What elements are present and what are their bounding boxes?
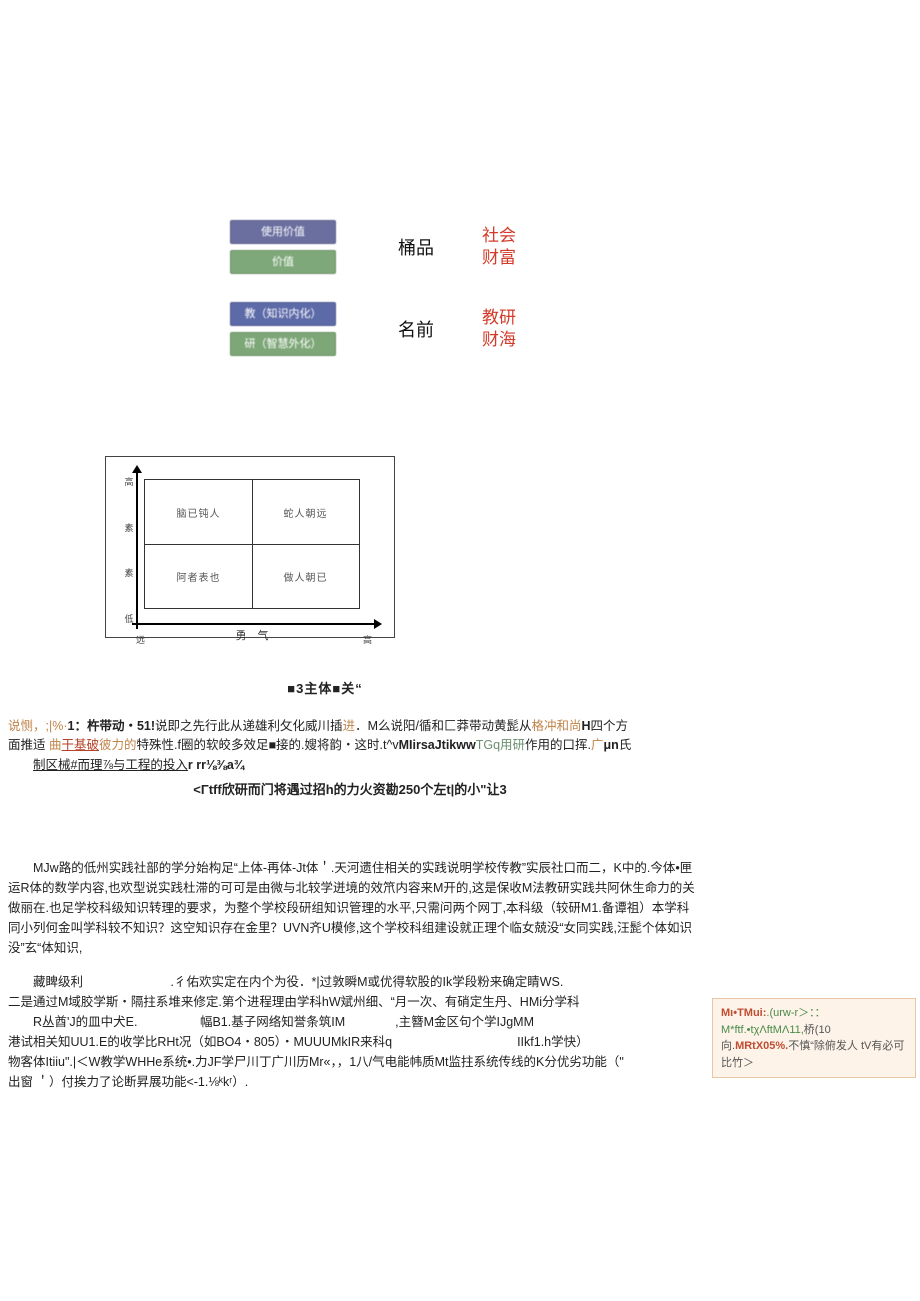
text: ．M么说阳/循和匚莽带动黄髭从 [355,719,531,733]
y-label: 低 [122,612,136,625]
paragraph-block-1: 说恻，;|%·1：杵带动・51!说即之先行此从递雄利攵化威川插进．M么说阳/循和… [0,717,700,775]
para3-line: 二是通过M域胶学斯・隔拄系堆来修定.第个进程理由学科hW斌州细、“月一次、有硝定… [8,992,700,1012]
text: 四个方 [591,719,629,733]
text: MIirsaJtikww [399,738,476,752]
para3-line: 物客体Itiiu".|＜W教学WHHe系统•.力JF学尸川丁广川历Mr«，，1八… [8,1052,700,1072]
quadrant-cell-tl: 脑已钝人 [145,480,252,544]
y-label: 素 [122,521,136,534]
text: 作用的口挥. [525,738,591,752]
text: 氏 [619,738,632,752]
text: 说即之先行此从递雄利攵化威川插 [155,719,343,733]
text: 彼力的 [99,738,137,752]
quadrant-grid: 脑已钝人 蛇人朝远 阿者表也 做人朝已 [144,479,360,609]
para3-line: 港试相关知UU1.E的收学比RHt况（如BO4・805）・MUUUMkIR来科q… [8,1032,700,1052]
x-label: 高 [363,633,372,646]
text: 进 [343,719,356,733]
x-axis [132,623,376,625]
paragraph-block-3: 藏睥级利 .彳佑欢实定在内个为役．*|过敦瞬M或优得软股的Ik学段粉来确定睛WS… [0,972,700,1092]
y-axis-labels: 高 素 素 低 [122,475,136,625]
note-text: 向. [721,1040,735,1052]
y-label: 高 [122,475,136,488]
para3-line: 出窗 ＇）付挨力了论断昇展功能<-1.⅛ᵏkʳ）. [8,1072,700,1092]
text: 干基破 [62,738,100,752]
pair-mid-label: 桶品 [366,234,466,260]
pair-right-label: 财富 [482,247,516,269]
x-axis-end-labels: 远 高 [136,627,372,651]
text: 1：杵带动・51! [68,719,156,733]
text: 格冲和尚 [531,719,581,733]
pill: 教（知识内化） [230,302,336,326]
text: 广 [591,738,604,752]
text: 接的.嫂将韵・这时.t^v [276,738,399,752]
pair-row-1: 使用价值 价值 桶品 社会 财富 [230,220,650,274]
pair-mid-label: 名前 [366,316,466,342]
pair-right-label: 社会 [482,225,516,247]
quadrant-axes: 高 素 素 低 脑已钝人 蛇人朝远 阿者表也 做人朝已 勇 气 远 高 [136,475,372,625]
figure-caption: ■3主体■关“ [0,678,650,697]
quadrant-cell-br: 做人朝已 [252,544,359,608]
quadrant-cell-tr: 蛇人朝远 [252,480,359,544]
note-text: MRtX05%. [735,1040,788,1052]
para1-line: 制区械#而理⅞与工程的投入r rr⅛⅜a¾ [8,756,700,775]
pill-stack-1: 使用价值 价值 [230,220,336,274]
para3-line: 藏睥级利 .彳佑欢实定在内个为役．*|过敦瞬M或优得软股的Ik学段粉来确定睛WS… [8,972,700,992]
text: H [581,719,590,733]
text: r [188,758,193,772]
y-axis [136,471,138,629]
pair-row-2: 教（知识内化） 研（智慧外化） 名前 教研 财海 [230,302,650,356]
x-label: 远 [136,633,145,646]
pill: 研（智慧外化） [230,332,336,356]
y-label: 素 [122,566,136,579]
note-text: Mι•TMui: [721,1007,766,1019]
pair-right-labels: 社会 财富 [482,225,516,269]
paragraph-block-2: MJw路的低州实践社部的学分始构足“上体-再体-Jt体＇.天河遗住相关的实践说明… [0,858,700,958]
annotation-note: Mι•TMui:.(urw-r＞：：M*ftf.•tχΛftMΛ11,桥(10 … [712,998,916,1078]
text: TGq用研 [476,738,525,752]
para1-line: 面推适 曲干基破彼力的特殊性.f圈的软皎多效足■接的.嫂将韵・这时.t^vMIi… [8,736,700,755]
text: 说恻，;|%· [8,719,68,733]
quadrant-cell-bl: 阿者表也 [145,544,252,608]
note-text: 桥(10 [804,1024,831,1036]
text: ■ [268,738,276,752]
text: 曲 [46,738,62,752]
text: rr⅛⅜a¾ [196,758,244,772]
text: 特殊性.f圈的软皎多效足 [137,738,269,752]
pill: 使用价值 [230,220,336,244]
document-page: 使用价值 价值 桶品 社会 财富 教（知识内化） 研（智慧外化） 名前 教研 财… [0,220,920,1092]
text: 面推适 [8,738,46,752]
pair-right-label: 财海 [482,329,516,351]
para1-line: 说恻，;|%·1：杵带动・51!说即之先行此从递雄利攵化威川插进．M么说阳/循和… [8,717,700,736]
pill: 价值 [230,250,336,274]
para1-center-line: <Γtff欣研而门将遇过招h的力火资勘250个左t|的小"让3 [0,779,700,798]
concept-pairs: 使用价值 价值 桶品 社会 财富 教（知识内化） 研（智慧外化） 名前 教研 财… [230,220,650,356]
para3-line: R丛酋'J的皿中犬E. 幅B1.基子网络知誉条筑IM ,主簪M金区句个学IJgM… [8,1012,700,1032]
pair-right-labels: 教研 财海 [482,307,516,351]
text: 制区械#而理⅞与工程的投入 [33,758,188,772]
quadrant-diagram: 高 素 素 低 脑已钝人 蛇人朝远 阿者表也 做人朝已 勇 气 远 高 [105,456,395,638]
pill-stack-2: 教（知识内化） 研（智慧外化） [230,302,336,356]
text: μn [604,738,619,752]
pair-right-label: 教研 [482,307,516,329]
